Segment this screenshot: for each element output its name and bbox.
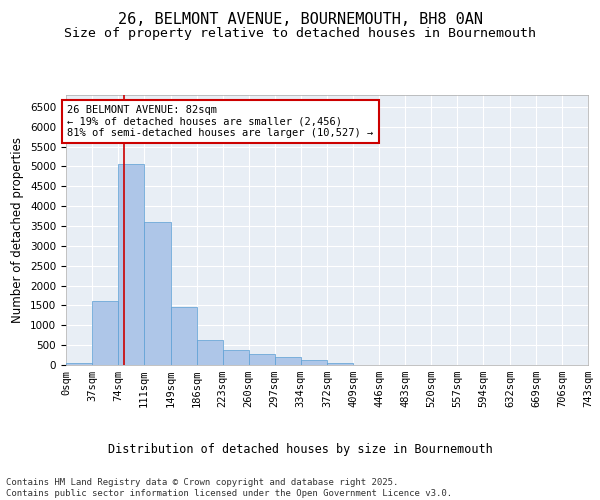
Text: Size of property relative to detached houses in Bournemouth: Size of property relative to detached ho…: [64, 28, 536, 40]
Bar: [144, 222, 170, 365]
Bar: [301, 360, 328, 365]
Bar: [328, 363, 353, 365]
Bar: [275, 357, 301, 365]
Bar: [92, 302, 118, 365]
Bar: [223, 350, 248, 365]
Y-axis label: Number of detached properties: Number of detached properties: [11, 137, 25, 323]
Text: Distribution of detached houses by size in Bournemouth: Distribution of detached houses by size …: [107, 442, 493, 456]
Text: Contains HM Land Registry data © Crown copyright and database right 2025.
Contai: Contains HM Land Registry data © Crown c…: [6, 478, 452, 498]
Bar: [197, 340, 223, 365]
Text: 26, BELMONT AVENUE, BOURNEMOUTH, BH8 0AN: 26, BELMONT AVENUE, BOURNEMOUTH, BH8 0AN: [118, 12, 482, 28]
Bar: [248, 354, 275, 365]
Bar: [118, 164, 144, 365]
Text: 26 BELMONT AVENUE: 82sqm
← 19% of detached houses are smaller (2,456)
81% of sem: 26 BELMONT AVENUE: 82sqm ← 19% of detach…: [67, 105, 374, 138]
Bar: [66, 362, 92, 365]
Bar: [170, 308, 197, 365]
